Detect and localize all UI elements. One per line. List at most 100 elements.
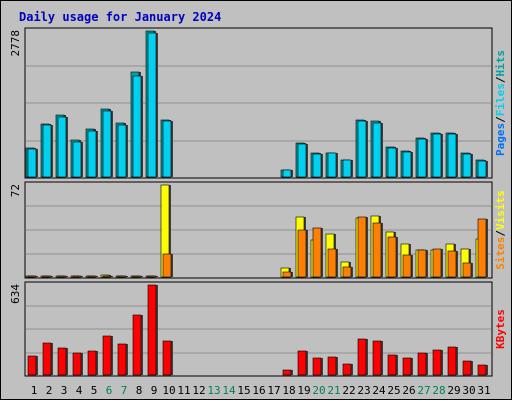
panel-3-legend: KBytes	[494, 309, 507, 349]
legend-kbytes: KBytes	[494, 309, 507, 349]
panel-1-ymax-label: 2778	[9, 30, 22, 57]
bar-kbytes-day-26	[402, 357, 412, 376]
bar-files-day-6	[102, 110, 112, 178]
bar-sites-day-1	[27, 275, 37, 278]
bar-sites-day-6	[102, 275, 112, 278]
legend-pages: Pages	[494, 123, 507, 156]
bar-sites-day-8	[132, 275, 142, 278]
bar-kbytes-day-10	[162, 340, 172, 376]
legend-separator: /	[494, 230, 507, 237]
bar-sites-day-24	[372, 222, 382, 278]
day-label-13: 13	[207, 384, 220, 397]
day-label-3: 3	[61, 384, 68, 397]
day-label-23: 23	[357, 384, 370, 397]
bar-sites-day-29	[447, 250, 457, 278]
day-label-26: 26	[402, 384, 415, 397]
day-label-19: 19	[297, 384, 310, 397]
bar-files-day-2	[42, 124, 52, 178]
day-label-28: 28	[432, 384, 445, 397]
bar-files-day-20	[312, 153, 322, 178]
bar-kbytes-day-8	[132, 314, 142, 376]
bar-sites-day-22	[342, 266, 352, 278]
day-label-16: 16	[252, 384, 265, 397]
bar-files-day-27	[417, 138, 427, 178]
bar-files-day-7	[117, 124, 127, 178]
bar-sites-day-25	[387, 236, 397, 278]
day-label-11: 11	[177, 384, 190, 397]
bar-files-day-4	[72, 141, 82, 178]
day-label-25: 25	[387, 384, 400, 397]
day-label-15: 15	[237, 384, 250, 397]
day-label-10: 10	[162, 384, 175, 397]
bar-kbytes-day-2	[42, 342, 52, 376]
legend-visits: Visits	[494, 190, 507, 230]
bar-files-day-26	[402, 151, 412, 178]
day-label-17: 17	[267, 384, 280, 397]
legend-files: Files	[494, 83, 507, 116]
day-label-29: 29	[447, 384, 460, 397]
bar-files-day-28	[432, 133, 442, 178]
panel-3-ymax-label: 634	[9, 284, 22, 304]
bar-kbytes-day-21	[327, 356, 337, 376]
day-label-21: 21	[327, 384, 340, 397]
bar-sites-day-30	[462, 262, 472, 278]
bar-sites-day-23	[357, 216, 367, 278]
legend-sites: Sites	[494, 237, 507, 270]
bar-kbytes-day-23	[357, 338, 367, 376]
day-label-4: 4	[76, 384, 83, 397]
bar-files-day-21	[327, 152, 337, 178]
bar-kbytes-day-20	[312, 357, 322, 376]
bar-files-day-31	[477, 160, 487, 178]
bar-files-day-3	[57, 116, 67, 178]
panel-1-legend: Pages/Files/Hits	[494, 50, 507, 156]
bar-kbytes-day-9	[147, 284, 157, 376]
panel-2-ymax-label: 72	[9, 184, 22, 197]
legend-separator: /	[494, 76, 507, 83]
panel-2-legend: Sites/Visits	[494, 190, 507, 270]
bar-kbytes-day-24	[372, 340, 382, 376]
bar-sites-day-31	[477, 218, 487, 278]
legend-hits: Hits	[494, 50, 507, 77]
bar-files-day-18	[282, 169, 292, 178]
bar-files-day-1	[27, 148, 37, 178]
bar-files-day-23	[357, 120, 367, 178]
bar-sites-day-5	[87, 275, 97, 278]
day-label-2: 2	[46, 384, 53, 397]
bar-kbytes-day-7	[117, 343, 127, 376]
day-label-24: 24	[372, 384, 386, 397]
bar-kbytes-day-6	[102, 335, 112, 376]
bar-sites-day-18	[282, 271, 292, 278]
bar-files-day-9	[147, 32, 157, 178]
bar-sites-day-2	[42, 275, 52, 278]
bar-kbytes-day-1	[27, 355, 37, 376]
bar-kbytes-day-27	[417, 352, 427, 376]
bar-files-day-30	[462, 153, 472, 178]
day-label-1: 1	[31, 384, 38, 397]
bar-kbytes-day-28	[432, 349, 442, 376]
day-label-22: 22	[342, 384, 355, 397]
bar-files-day-25	[387, 147, 397, 178]
bar-kbytes-day-5	[87, 350, 97, 376]
day-label-8: 8	[136, 384, 143, 397]
bar-files-day-10	[162, 120, 172, 178]
bar-kbytes-day-18	[282, 369, 292, 376]
day-label-7: 7	[121, 384, 128, 397]
bar-kbytes-day-29	[447, 346, 457, 376]
bar-sites-day-9	[147, 275, 157, 278]
bar-kbytes-day-25	[387, 354, 397, 376]
bar-kbytes-day-19	[297, 350, 307, 376]
bar-kbytes-day-30	[462, 360, 472, 376]
bar-files-day-5	[87, 130, 97, 178]
bar-sites-day-20	[312, 227, 322, 278]
bar-sites-day-28	[432, 248, 442, 278]
bar-files-day-19	[297, 143, 307, 178]
bar-files-day-8	[132, 75, 142, 178]
bar-files-day-29	[447, 133, 457, 178]
day-label-31: 31	[477, 384, 490, 397]
day-label-14: 14	[222, 384, 236, 397]
bar-sites-day-19	[297, 229, 307, 278]
day-label-12: 12	[192, 384, 205, 397]
bar-sites-day-10	[162, 253, 172, 278]
legend-separator: /	[494, 116, 507, 123]
